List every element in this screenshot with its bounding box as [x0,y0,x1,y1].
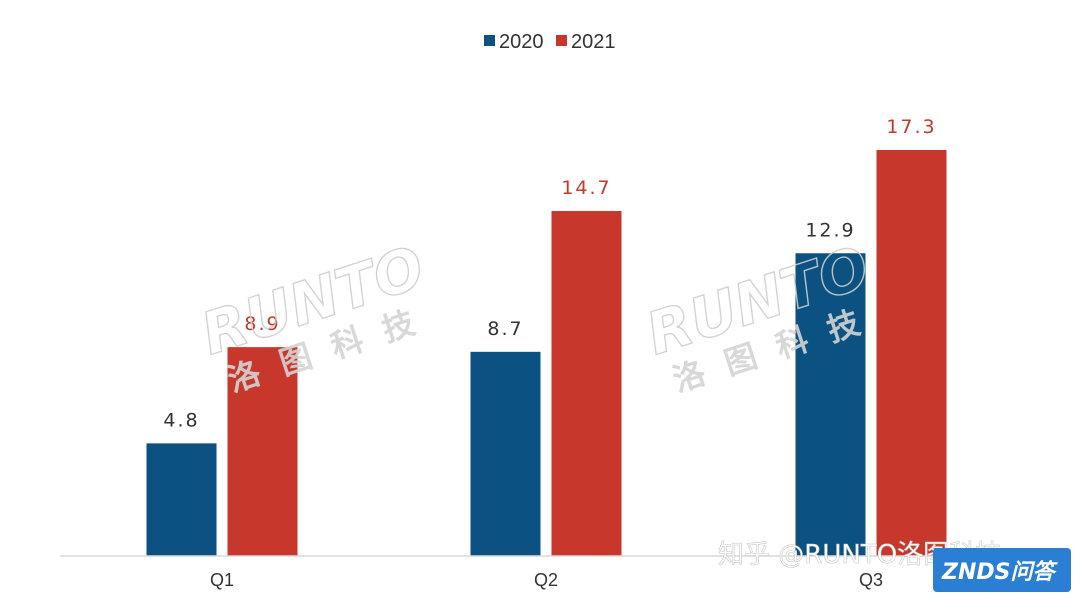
value-label-2020-Q1: 4.8 [163,409,199,431]
value-label-2021-Q1: 8.9 [244,313,280,335]
bar-2020-Q1 [146,443,217,556]
value-label-2021-Q2: 14.7 [561,177,611,199]
value-label-2020-Q3: 12.9 [805,219,855,241]
znds-badge: ZNDS问答 [933,548,1071,592]
category-label-Q2: Q2 [534,570,558,590]
znds-badge-text: ZNDS问答 [941,559,1058,585]
legend-swatch-2020 [484,35,495,46]
legend: 2020 2021 [484,31,616,53]
bar-2021-Q2 [551,211,622,556]
category-label-Q3: Q3 [859,570,883,590]
bar-2020-Q3 [795,253,866,556]
legend-label-2020: 2020 [499,31,544,53]
bars-group [146,150,947,556]
bar-2021-Q1 [227,347,298,556]
category-label-Q1: Q1 [210,570,234,590]
watermark-logo: RUNTO 洛图科技 [193,232,441,399]
value-label-2020-Q2: 8.7 [487,318,523,340]
legend-swatch-2021 [556,35,567,46]
category-labels-group: Q1 Q2 Q3 [210,570,883,590]
value-label-2021-Q3: 17.3 [886,116,936,138]
bar-2020-Q2 [470,351,541,556]
bar-2021-Q3 [876,150,947,556]
legend-label-2021: 2021 [571,31,616,53]
value-labels-group: 4.8 8.9 8.7 14.7 12.9 17.3 [163,116,936,431]
